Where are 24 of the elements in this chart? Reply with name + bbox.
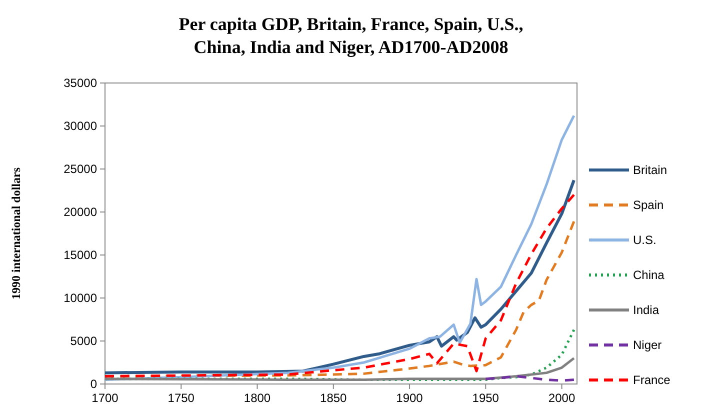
legend-label: Spain	[633, 198, 664, 212]
y-tick-label: 30000	[64, 119, 98, 133]
chart-title: Per capita GDP, Britain, France, Spain, U.S., China, India and Niger, AD1700-AD2008	[178, 14, 524, 57]
x-tick-label: 1950	[472, 391, 500, 405]
y-tick-label: 35000	[64, 76, 98, 90]
x-tick-label: 1750	[168, 391, 195, 405]
x-tick-label: 2000	[548, 391, 576, 405]
y-axis-title: 1990 international dollars	[9, 167, 23, 300]
y-tick-label: 10000	[64, 291, 98, 305]
x-tick-label: 1900	[396, 391, 424, 405]
y-tick-label: 20000	[64, 205, 98, 219]
y-tick-label: 15000	[64, 248, 98, 262]
legend-label: India	[633, 303, 660, 317]
y-tick-label: 0	[90, 377, 98, 391]
legend-label: France	[633, 373, 671, 387]
x-tick-label: 1850	[320, 391, 348, 405]
legend-label: China	[633, 268, 665, 282]
legend-label: Britain	[633, 163, 668, 177]
legend-label: Niger	[633, 338, 662, 352]
x-tick-label: 1800	[244, 391, 271, 405]
y-tick-label: 25000	[64, 162, 98, 176]
y-tick-label: 5000	[70, 334, 98, 348]
legend-label: U.S.	[633, 233, 656, 247]
x-tick-label: 1700	[92, 391, 119, 405]
